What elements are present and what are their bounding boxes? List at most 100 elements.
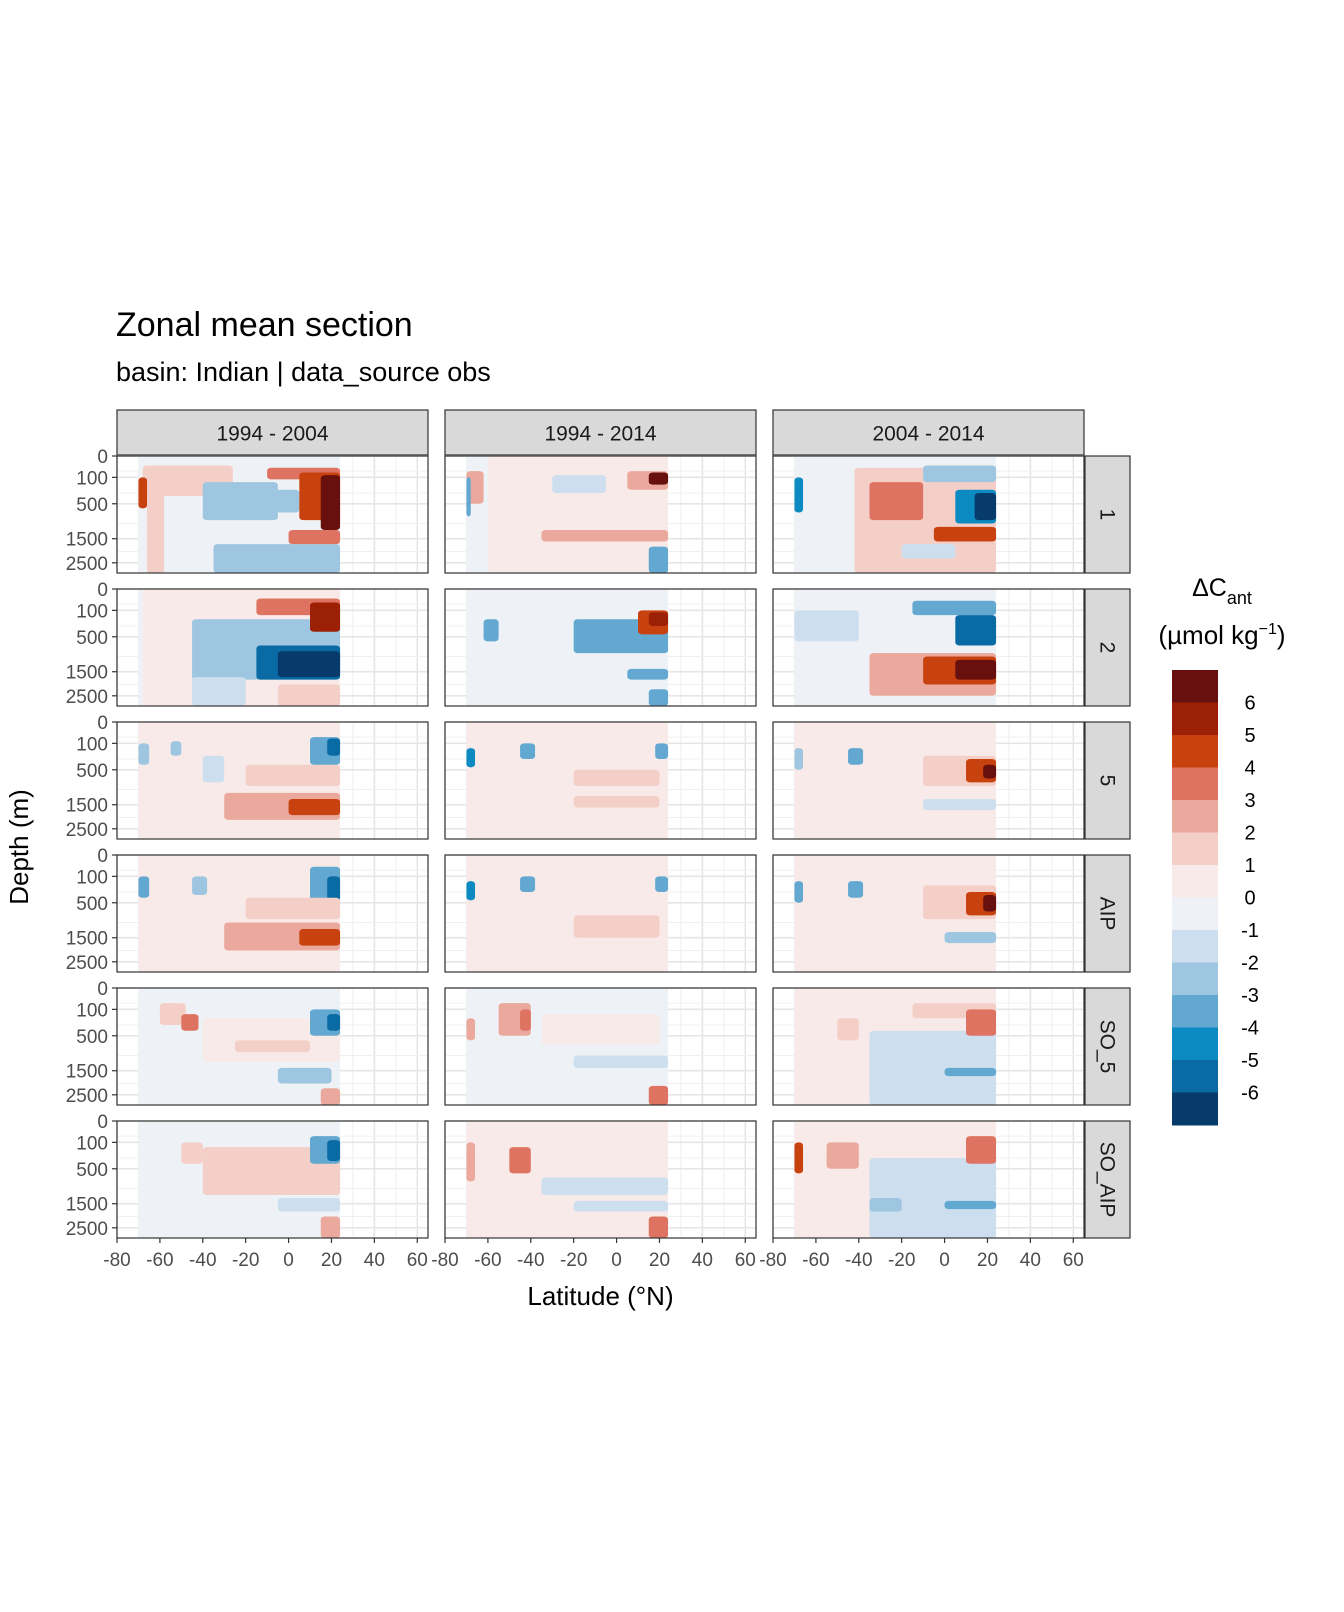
x-tick-label: -40 <box>517 1250 544 1271</box>
contour-band <box>869 482 924 521</box>
x-axis-title: Latitude (°N) <box>527 1281 673 1311</box>
y-tick-label: 100 <box>76 468 108 489</box>
contour-band <box>138 743 150 765</box>
contour-band <box>848 881 864 898</box>
x-tick-label: -60 <box>146 1250 173 1271</box>
y-tick-label: 0 <box>97 846 108 867</box>
facet-panel <box>116 987 429 1106</box>
y-tick-label: 2500 <box>66 1086 108 1107</box>
panel-border <box>772 854 1085 973</box>
contour-band <box>573 915 660 938</box>
contour-band <box>320 1088 341 1105</box>
contour-band <box>955 615 997 646</box>
panel-border <box>116 588 429 707</box>
row-strip-label: 5 <box>1096 775 1119 787</box>
contour-band <box>869 1198 902 1212</box>
panel-border <box>116 854 429 973</box>
legend-label: -1 <box>1241 920 1259 942</box>
x-tick-label: -80 <box>103 1250 130 1271</box>
contour-band <box>509 1147 531 1174</box>
contour-band <box>794 477 804 513</box>
x-tick-label: -80 <box>759 1250 786 1271</box>
y-tick-label: 2500 <box>66 554 108 575</box>
contour-band <box>648 689 669 706</box>
legend-unit: (µmol kg−1) <box>1158 620 1285 650</box>
x-tick-label: 20 <box>649 1250 670 1271</box>
row-strip <box>1084 1120 1131 1239</box>
facet-panel <box>444 987 757 1106</box>
y-tick-label: 2500 <box>66 953 108 974</box>
contour-band <box>170 741 182 756</box>
x-tick-label: 20 <box>321 1250 342 1271</box>
data-field <box>794 722 997 839</box>
facet-panel <box>772 1120 1085 1239</box>
chart-title: Zonal mean section <box>116 306 413 344</box>
facet-panel <box>772 721 1085 840</box>
data-field <box>466 722 669 839</box>
contour-band <box>541 1177 669 1195</box>
contour-band <box>573 1055 669 1068</box>
facet-panel <box>444 721 757 840</box>
x-tick-label: 0 <box>611 1250 622 1271</box>
contour-band <box>466 722 669 839</box>
contour-band <box>655 743 669 759</box>
panel-border <box>444 721 757 840</box>
contour-band <box>138 477 148 509</box>
facet-panel <box>116 721 429 840</box>
x-tick-label: 40 <box>364 1250 385 1271</box>
x-tick-label: 40 <box>1020 1250 1041 1271</box>
contour-band <box>826 1142 859 1169</box>
facet-panel <box>444 588 757 707</box>
legend-label: 3 <box>1244 790 1255 812</box>
contour-band <box>327 1140 341 1161</box>
contour-band <box>181 1014 199 1031</box>
row-strip-label: SO_AIP <box>1096 1142 1119 1218</box>
data-field <box>138 855 341 972</box>
contour-band <box>520 1009 531 1031</box>
contour-band <box>466 1018 476 1041</box>
x-tick-label: -20 <box>232 1250 259 1271</box>
contour-band <box>466 988 669 1105</box>
contour-band <box>520 743 536 759</box>
y-tick-label: 1500 <box>66 530 108 551</box>
contour-band <box>552 475 606 493</box>
contour-band <box>181 1142 203 1164</box>
contour-band <box>277 1067 332 1084</box>
panel-border <box>772 588 1085 707</box>
y-tick-label: 1500 <box>66 663 108 684</box>
data-field <box>138 456 341 573</box>
facet-panel <box>116 588 429 707</box>
facet-panel <box>444 854 757 973</box>
contour-band <box>245 897 341 920</box>
legend-label: -3 <box>1241 985 1259 1007</box>
panel-border <box>772 1120 1085 1239</box>
legend-swatch <box>1172 735 1218 768</box>
x-tick-label: 0 <box>283 1250 294 1271</box>
panel-border <box>116 455 429 574</box>
x-tick-label: -60 <box>802 1250 829 1271</box>
contour-band <box>901 544 956 559</box>
contour-band <box>288 799 341 816</box>
panel-border <box>116 721 429 840</box>
data-field <box>794 988 997 1105</box>
panel-border <box>444 1120 757 1239</box>
contour-band <box>648 1085 669 1105</box>
panel-border <box>444 854 757 973</box>
row-strip <box>1084 854 1131 973</box>
x-tick-label: 60 <box>407 1250 428 1271</box>
contour-band <box>648 546 669 573</box>
legend-swatch <box>1172 897 1218 931</box>
y-tick-label: 500 <box>76 1160 108 1181</box>
panel-border <box>772 455 1085 574</box>
col-strip-label: 1994 - 2014 <box>544 423 656 446</box>
data-field <box>466 988 669 1105</box>
contour-band <box>541 1014 660 1045</box>
y-axis-title: Depth (m) <box>4 789 34 905</box>
x-tick-label: 0 <box>939 1250 950 1271</box>
contour-band <box>159 1003 186 1025</box>
contour-band <box>573 769 660 787</box>
contour-band <box>794 881 804 903</box>
legend-swatch <box>1172 1027 1218 1061</box>
contour-band <box>138 876 150 898</box>
legend-swatch <box>1172 1092 1218 1126</box>
